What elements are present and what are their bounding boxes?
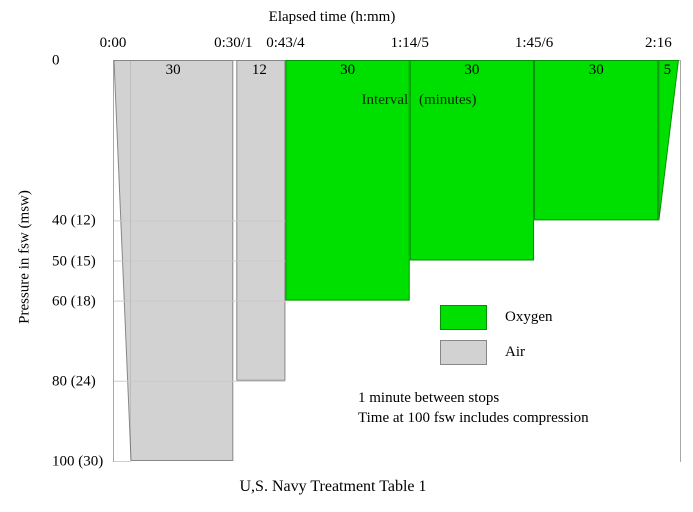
oxygen-interval-label: 30	[340, 62, 356, 78]
y-tick-label: 80 (24)	[52, 373, 96, 390]
x-tick-label: 0:30/1	[214, 35, 253, 51]
oxygen-interval-label: 30	[588, 62, 604, 78]
oxygen-segment	[534, 60, 659, 221]
oxygen-legend-label: Oxygen	[505, 309, 553, 325]
air-interval-label: 30	[165, 62, 181, 78]
oxygen-segment	[658, 60, 679, 221]
x-tick-label: 1:14/5	[390, 35, 429, 51]
oxygen-interval-label: 5	[663, 62, 672, 78]
x-tick-label: 0:00	[99, 35, 127, 51]
y-tick-label: 50 (15)	[52, 253, 96, 269]
y-tick-label: 40 (12)	[52, 212, 96, 229]
interval-units-heading: Interval (minutes)	[361, 92, 477, 108]
x-tick-label: 0:43/4	[266, 35, 305, 51]
figure-caption: U,S. Navy Treatment Table 1	[239, 478, 427, 495]
footnotes: 1 minute between stops Time at 100 fsw i…	[358, 388, 589, 428]
y-tick-label: 0	[52, 52, 60, 69]
y-tick-label: 100 (30)	[52, 453, 104, 470]
oxygen-interval-label: 30	[464, 62, 480, 78]
air-legend-swatch	[440, 340, 487, 365]
x-tick-label: 2:16	[645, 35, 672, 51]
oxygen-segment	[409, 60, 535, 261]
y-tick-label: 60 (18)	[52, 293, 96, 310]
x-axis-title: Elapsed time (h:mm)	[268, 9, 396, 25]
oxygen-segment	[285, 60, 410, 301]
y-axis-title: Pressure in fsw (msw)	[16, 190, 33, 324]
air-interval-label: 12	[251, 62, 267, 78]
oxygen-legend-swatch	[440, 305, 487, 330]
air-legend-label: Air	[505, 344, 525, 360]
x-tick-label: 1:45/6	[514, 35, 554, 51]
footnote-compression: Time at 100 fsw includes compression	[358, 410, 589, 426]
footnote-stops: 1 minute between stops	[358, 390, 500, 406]
